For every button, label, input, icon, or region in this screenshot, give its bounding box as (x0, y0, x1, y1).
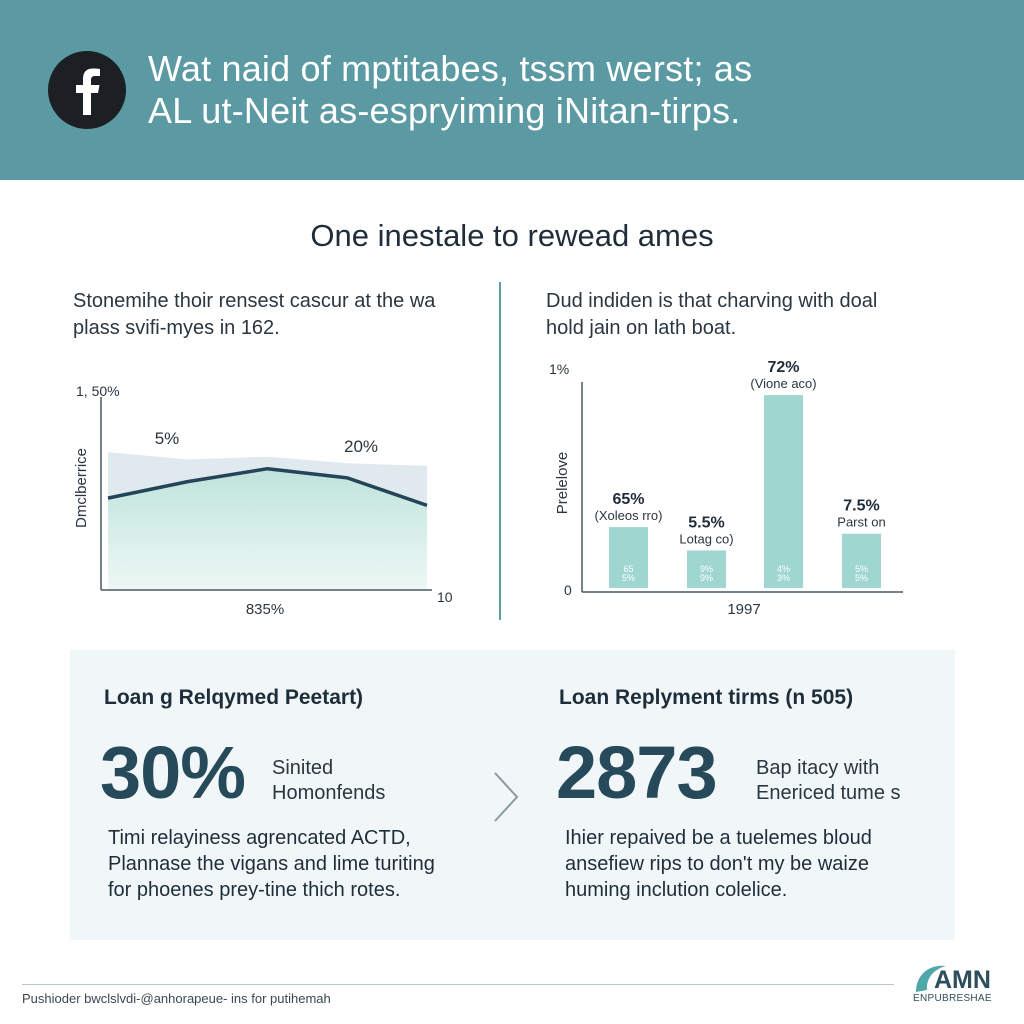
area-chart-line (107, 466, 428, 508)
area-chart-data-label-1: 5% (155, 429, 180, 448)
bar-chart-y-top-label: 1% (549, 361, 569, 377)
area-chart-y-axis-title: Dmclberrice (73, 448, 90, 528)
right-chart-description-line2: hold jain on lath boat. (546, 317, 737, 339)
stats-left-label-line1: Sinited (272, 757, 334, 779)
bar-sublabel-4: Parst on (837, 515, 885, 530)
stats-left-body-line3: for phoenes prey-tine thich rotes. (108, 879, 401, 901)
area-chart: 1, 50% Dmclberrice 5% 20% 835% 10 (73, 383, 453, 618)
bar-chart-y-axis-title: Prelelove (554, 452, 571, 515)
stats-left-body-line2: Plannase the vigans and lime turiting (108, 853, 435, 875)
bar-1 (609, 527, 648, 588)
bar-sublabel-1: (Xoleos rro) (595, 508, 663, 523)
charts-canvas: 1, 50% Dmclberrice 5% 20% 835% 10 1% 0 P… (73, 359, 903, 618)
left-chart-description-line2: plass svifi-myes in 162. (73, 317, 280, 339)
stats-right-body-line3: huming inclution colelice. (565, 879, 788, 901)
area-chart-x-axis-title: 835% (246, 601, 284, 618)
header-title: Wat naid of mptitabes, tssm werst; as AL… (148, 48, 1008, 132)
chart-divider (499, 282, 501, 620)
area-chart-x-end-label: 10 (437, 589, 453, 605)
stats-right-body-line1: Ihier repaived be a tuelemes bloud (565, 827, 872, 849)
bar-value-label-3: 72% (767, 359, 799, 376)
right-chart-description-line1: Dud indiden is that charving with doal (546, 290, 878, 312)
header-title-line1: Wat naid of mptitabes, tssm werst; as (148, 48, 753, 89)
stats-left-value: 30% (100, 731, 246, 814)
header-title-line2: AL ut-Neit as-espryiming iNitan-tirps. (148, 90, 741, 131)
bar-2 (687, 550, 726, 588)
bar-inner-top-4: 5% (855, 564, 868, 574)
stats-right-value: 2873 (556, 731, 718, 814)
bar-3 (764, 395, 803, 588)
bar-sublabel-2: Lotag co) (679, 532, 733, 547)
brand-subtitle: ENPUBRESHAE (913, 993, 992, 1004)
chevron-right-icon[interactable] (490, 768, 520, 828)
left-chart-description-line1: Stonemihe thoir rensest cascur at the wa (73, 290, 436, 312)
facebook-logo-icon[interactable] (48, 51, 126, 129)
bar-chart-y-zero-label: 0 (564, 582, 572, 598)
left-chart-description: Stonemihe thoir rensest cascur at the wa… (73, 288, 473, 342)
area-chart-fill (108, 468, 427, 590)
bar-inner-bottom-2: 9% (700, 573, 713, 583)
stats-right-title: Loan Replyment tirms (n 505) (559, 686, 854, 709)
section-title: One inestale to rewead ames (310, 218, 714, 253)
bar-inner-bottom-4: 5% (855, 573, 868, 583)
bar-chart: 1% 0 Prelelove 1997 655%65%(Xoleos rro)9… (549, 359, 903, 618)
bar-chart-x-axis-title: 1997 (727, 601, 760, 618)
bar-inner-top-1: 65 (623, 564, 633, 574)
stats-right-label-line1: Bap itacy with (756, 757, 880, 779)
area-chart-y-top-label: 1, 50% (76, 383, 120, 399)
bar-value-label-2: 5.5% (688, 515, 724, 532)
right-chart-description: Dud indiden is that charving with doal h… (546, 288, 946, 342)
bar-inner-top-3: 4% (777, 564, 790, 574)
header-banner: Wat naid of mptitabes, tssm werst; as AL… (0, 0, 1024, 180)
bar-value-label-1: 65% (612, 491, 644, 508)
bar-4 (842, 533, 881, 588)
stats-left-title: Loan g Relqymed Peetart) (104, 686, 364, 709)
bar-inner-bottom-3: 3% (777, 573, 790, 583)
stats-left-label-line2: Homonfends (272, 782, 386, 804)
bar-value-label-4: 7.5% (843, 498, 879, 515)
bar-inner-bottom-1: 5% (622, 573, 635, 583)
bar-sublabel-3: (Vione aco) (750, 376, 816, 391)
footer-divider (22, 984, 894, 985)
brand-logo[interactable] (912, 960, 1007, 1010)
bar-inner-top-2: 9% (700, 564, 713, 574)
stats-left-body-line1: Timi relayiness agrencated ACTD, (108, 827, 411, 849)
stats-right-label-line2: Enericed tume s (756, 782, 901, 804)
stats-right-body-line2: ansefiew rips to don't my be waize (565, 853, 869, 875)
area-chart-data-label-2: 20% (344, 437, 378, 456)
stats-panel (70, 650, 955, 940)
brand-name: AMN (934, 966, 991, 994)
footer-text: Pushioder bwclslvdi-@anhorapeue- ins for… (22, 991, 331, 1006)
